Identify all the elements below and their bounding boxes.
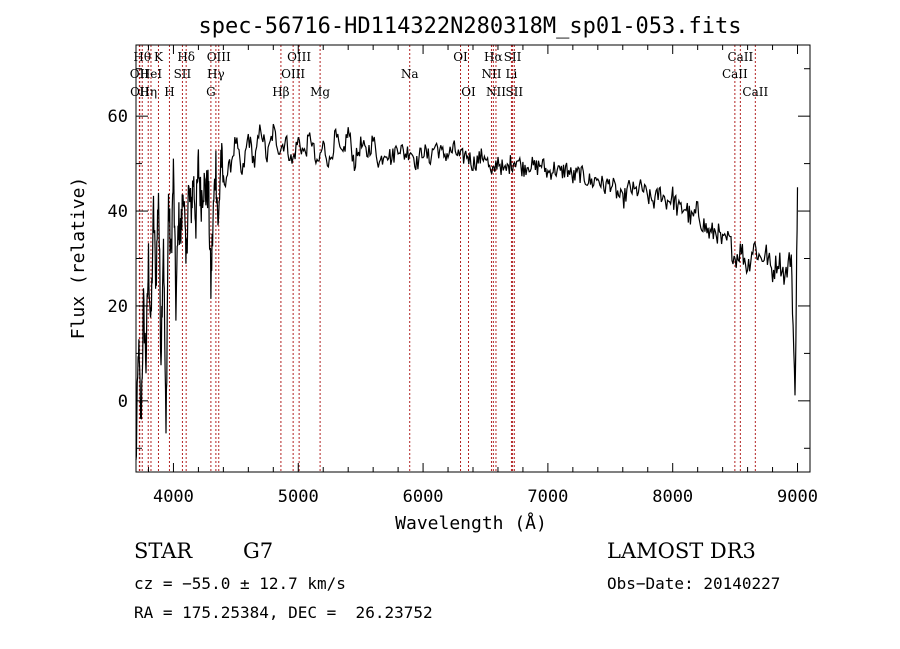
marker-label: OIII bbox=[281, 67, 305, 81]
marker-label: G bbox=[206, 85, 216, 99]
plot-frame bbox=[135, 44, 811, 473]
x-axis-label: Wavelength (Å) bbox=[395, 512, 547, 534]
y-axis-ticks: 0 20 40 60 bbox=[108, 68, 810, 449]
marker-label: NII bbox=[486, 85, 506, 99]
spectrum-line bbox=[135, 123, 799, 460]
marker-label: Hβ bbox=[272, 85, 289, 99]
redshift-line: cz = −55.0 ± 12.7 km/s bbox=[134, 574, 346, 593]
coordinates: RA = 175.25384, DEC = 26.23752 bbox=[134, 603, 433, 622]
marker-label: Li bbox=[506, 67, 518, 81]
emission-line-markers bbox=[138, 45, 756, 472]
object-subclass: G7 bbox=[243, 539, 274, 563]
chart-title: spec-56716-HD114322N280318M_sp01-053.fit… bbox=[198, 14, 741, 39]
marker-label: Hδ bbox=[177, 50, 195, 64]
marker-label: SII bbox=[505, 85, 523, 99]
y-tick-label: 20 bbox=[108, 297, 128, 317]
survey-name: LAMOST DR3 bbox=[607, 539, 756, 563]
obs-date: Obs−Date: 20140227 bbox=[607, 574, 781, 593]
marker-label: OIII bbox=[207, 50, 231, 64]
marker-label: OI bbox=[453, 50, 468, 64]
marker-label: CaII bbox=[722, 67, 748, 81]
x-tick-label: 4000 bbox=[153, 487, 194, 507]
marker-label: CaII bbox=[742, 85, 768, 99]
marker-label: OIII bbox=[287, 50, 311, 64]
marker-label: Hθ bbox=[133, 50, 151, 64]
marker-label: OI bbox=[461, 85, 476, 99]
x-tick-label: 8000 bbox=[652, 487, 693, 507]
x-axis-ticks: 4000 5000 6000 7000 8000 9000 bbox=[147, 45, 818, 507]
emission-line-labels: HθOIIOIIHηHeIKHSIIHδGHγOIIIHβOIIIOIIIMgN… bbox=[130, 50, 769, 99]
marker-label: CaII bbox=[727, 50, 753, 64]
object-class: STAR bbox=[134, 539, 193, 563]
marker-label: Mg bbox=[310, 85, 330, 99]
y-tick-label: 0 bbox=[118, 392, 128, 412]
marker-label: HeI bbox=[140, 67, 163, 81]
marker-label: SII bbox=[174, 67, 192, 81]
marker-label: Hγ bbox=[207, 67, 225, 81]
y-tick-label: 60 bbox=[108, 107, 128, 127]
y-axis-label: Flux (relative) bbox=[68, 177, 89, 340]
marker-label: Na bbox=[401, 67, 419, 81]
x-tick-label: 6000 bbox=[403, 487, 444, 507]
marker-label: K bbox=[154, 50, 164, 64]
x-tick-label: 5000 bbox=[278, 487, 319, 507]
marker-label: SII bbox=[504, 50, 522, 64]
marker-label: OII bbox=[130, 85, 150, 99]
x-tick-label: 9000 bbox=[777, 487, 818, 507]
marker-label: OII bbox=[130, 67, 150, 81]
y-tick-label: 40 bbox=[108, 202, 128, 222]
x-tick-label: 7000 bbox=[527, 487, 568, 507]
marker-label: NII bbox=[481, 67, 501, 81]
marker-label: Hα bbox=[484, 50, 503, 64]
marker-label: H bbox=[164, 85, 174, 99]
marker-label: Hη bbox=[139, 85, 157, 99]
